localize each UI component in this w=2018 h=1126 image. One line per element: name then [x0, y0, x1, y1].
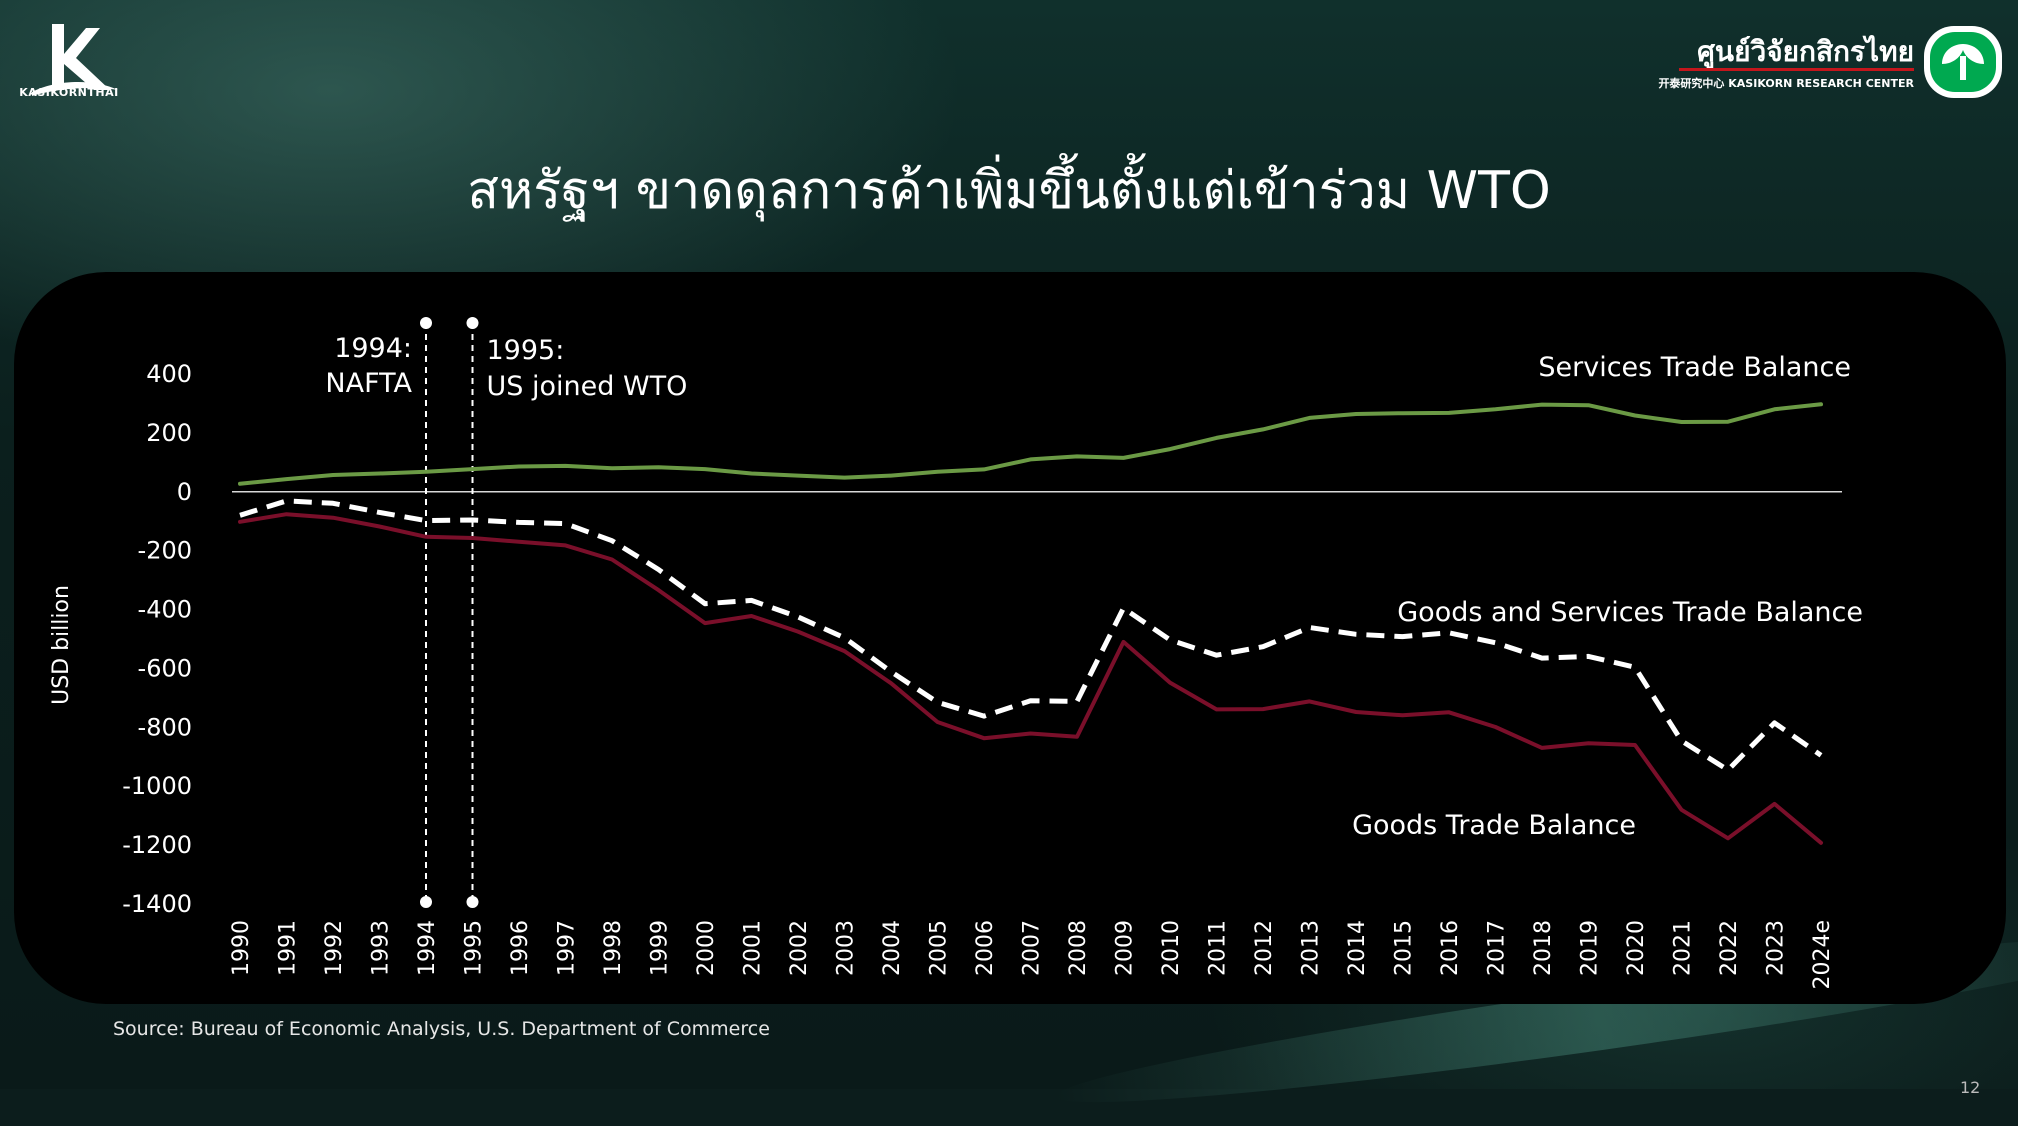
annotation-dot-bottom-1994	[420, 896, 432, 908]
x-tick-label: 1999	[648, 920, 673, 976]
y-tick-label: 0	[177, 478, 192, 506]
y-tick-label: -1000	[122, 772, 192, 800]
y-tick-label: -600	[138, 654, 192, 682]
x-tick-label: 1992	[322, 920, 347, 976]
x-tick-label: 1996	[508, 920, 533, 976]
annotation-label-1995-line2: US joined WTO	[487, 371, 688, 402]
x-tick-label: 1993	[369, 920, 394, 976]
trade-balance-chart: 4002000-200-400-600-800-1000-1200-1400US…	[0, 0, 2018, 1089]
y-tick-label: -200	[138, 537, 192, 565]
annotation-label-1994-line1: 1994:	[334, 333, 412, 364]
annotation-label-1995-line1: 1995:	[487, 335, 565, 366]
y-tick-label: -1400	[122, 890, 192, 918]
x-tick-label: 2021	[1671, 920, 1696, 976]
x-tick-label: 2019	[1578, 920, 1603, 976]
x-tick-label: 2012	[1252, 920, 1277, 976]
annotation-label-1994-line2: NAFTA	[325, 368, 412, 399]
y-axis-label: USD billion	[49, 585, 74, 705]
x-tick-label: 2013	[1299, 920, 1324, 976]
series-line-goods-trade-balance	[240, 514, 1821, 843]
x-tick-label: 2016	[1438, 920, 1463, 976]
x-tick-label: 2008	[1066, 920, 1091, 976]
x-tick-label: 1994	[415, 920, 440, 976]
x-tick-label: 2014	[1345, 920, 1370, 976]
x-tick-label: 2005	[927, 920, 952, 976]
x-tick-label: 2020	[1624, 920, 1649, 976]
x-tick-label: 2023	[1764, 920, 1789, 976]
x-tick-label: 1997	[555, 920, 580, 976]
annotation-dot-bottom-1995	[467, 896, 479, 908]
x-tick-label: 2004	[880, 920, 905, 976]
x-tick-label: 1998	[601, 920, 626, 976]
y-tick-label: 400	[146, 360, 192, 388]
y-tick-label: -400	[138, 596, 192, 624]
y-tick-label: -800	[138, 713, 192, 741]
x-tick-label: 2017	[1485, 920, 1510, 976]
annotation-dot-top-1994	[420, 317, 432, 329]
page-number: 12	[1960, 1078, 1980, 1097]
x-tick-label: 2007	[1020, 920, 1045, 976]
x-tick-label: 2010	[1159, 920, 1184, 976]
series-label-goods-trade-balance: Goods Trade Balance	[1352, 810, 1636, 841]
y-tick-label: -1200	[122, 831, 192, 859]
source-note: Source: Bureau of Economic Analysis, U.S…	[113, 1018, 770, 1040]
x-tick-label: 2024e	[1810, 920, 1835, 990]
annotation-dot-top-1995	[467, 317, 479, 329]
x-tick-label: 2022	[1717, 920, 1742, 976]
x-tick-label: 2006	[973, 920, 998, 976]
x-tick-label: 2002	[787, 920, 812, 976]
x-tick-label: 2011	[1206, 920, 1231, 976]
series-label-goods-and-services-trade-balance: Goods and Services Trade Balance	[1397, 597, 1863, 628]
x-tick-label: 1990	[229, 920, 254, 976]
x-tick-label: 2009	[1113, 920, 1138, 976]
x-tick-label: 1995	[462, 920, 487, 976]
x-tick-label: 2003	[834, 920, 859, 976]
y-tick-label: 200	[146, 419, 192, 447]
x-tick-label: 1991	[276, 920, 301, 976]
x-tick-label: 2018	[1531, 920, 1556, 976]
series-line-services-trade-balance	[240, 404, 1821, 484]
x-tick-label: 2001	[741, 920, 766, 976]
x-tick-label: 2000	[694, 920, 719, 976]
series-label-services-trade-balance: Services Trade Balance	[1538, 352, 1851, 383]
x-tick-label: 2015	[1392, 920, 1417, 976]
series-line-goods-and-services-trade-balance	[240, 501, 1821, 770]
